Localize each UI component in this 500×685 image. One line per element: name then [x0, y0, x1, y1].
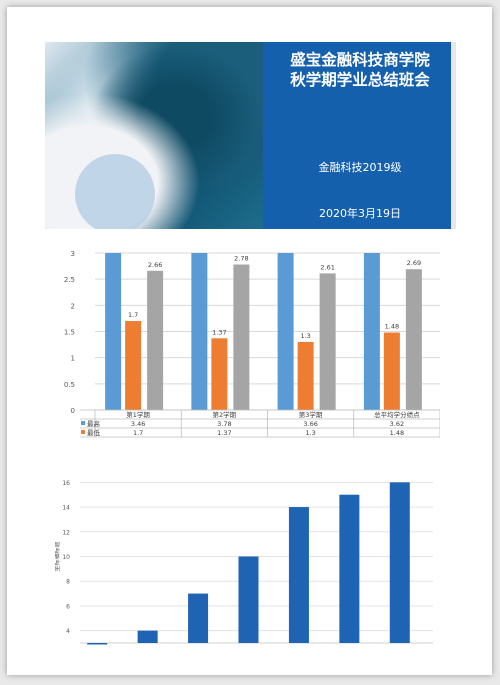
legend-label: 最低 — [87, 428, 101, 437]
y-axis-title: 坐标轴标题 — [55, 541, 61, 571]
title-panel — [263, 42, 456, 229]
x-category-label: 第2学期 — [213, 410, 237, 419]
y-tick-label: 0.5 — [64, 381, 75, 389]
bar-series3 — [147, 270, 164, 410]
y-tick-label: 2 — [71, 302, 75, 310]
bar-最低 — [211, 338, 228, 410]
slide-title: 盛宝金融科技商学院 秋学期学业总结班会 — [275, 50, 445, 90]
bar-最低 — [383, 332, 400, 410]
bar — [339, 494, 360, 643]
bar-series3 — [233, 264, 250, 410]
y-tick-label: 10 — [62, 554, 70, 561]
bar — [389, 482, 410, 643]
bar — [288, 507, 309, 643]
x-category-label: 第1学期 — [126, 410, 150, 419]
bar — [137, 630, 158, 643]
slide-title-line1: 盛宝金融科技商学院 — [290, 51, 430, 69]
gpa-bar-chart: 0 0.5 1 1.5 2 2.5 3 1.7 2.66 1.37 2.78 1.3 2.61 1.48 2… — [64, 250, 440, 438]
data-label: 2.66 — [148, 261, 162, 269]
y-tick-label: 12 — [62, 529, 70, 536]
table-value: 3.78 — [217, 420, 231, 428]
y-tick-label: 8 — [66, 579, 70, 586]
data-label: 1.7 — [128, 311, 138, 319]
bar-最高 — [191, 253, 208, 410]
y-tick-label: 2.5 — [64, 276, 75, 284]
y-tick-label: 16 — [62, 480, 70, 487]
y-tick-label: 4 — [66, 628, 70, 635]
legend-label: 最高 — [87, 419, 101, 428]
y-tick-label: 1 — [71, 355, 75, 363]
data-label: 2.69 — [407, 259, 421, 267]
bar — [188, 593, 209, 643]
slide-title-line2: 秋学期学业总结班会 — [290, 71, 430, 89]
slide-subtitle: 金融科技2019级 — [318, 161, 402, 174]
data-label: 1.3 — [300, 332, 310, 340]
slide-edge — [451, 42, 456, 229]
legend-key — [81, 430, 85, 434]
table-value: 1.48 — [390, 429, 404, 437]
bar-series3 — [405, 269, 422, 410]
table-value: 1.37 — [217, 429, 231, 437]
x-category-label: 总平均学分绩点 — [374, 410, 420, 419]
y-tick-label: 14 — [62, 505, 70, 512]
bar-最高 — [105, 253, 122, 410]
y-tick-label: 1.5 — [64, 329, 75, 337]
bar-series3 — [319, 273, 336, 410]
bar-最高 — [363, 253, 380, 410]
slide-date: 2020年3月19日 — [319, 207, 401, 220]
table-value: 3.46 — [131, 420, 145, 428]
table-value: 3.62 — [390, 420, 404, 428]
table-value: 1.3 — [305, 429, 315, 437]
data-label: 1.48 — [385, 323, 399, 331]
y-tick-label: 3 — [71, 250, 75, 258]
x-category-label: 第3学期 — [299, 410, 323, 419]
bar — [238, 556, 259, 643]
table-value: 3.66 — [303, 420, 317, 428]
data-label: 1.37 — [212, 328, 226, 336]
count-bar-chart: 4 6 8 10 12 14 16 坐标轴标题 — [55, 480, 433, 645]
table-value: 1.7 — [133, 429, 143, 437]
data-label: 2.78 — [234, 255, 248, 263]
data-label: 2.61 — [320, 263, 334, 271]
decorative-circle — [75, 154, 155, 229]
bar-最低 — [297, 341, 314, 410]
bar-最高 — [277, 253, 294, 410]
legend-key — [81, 421, 85, 425]
y-tick-label: 0 — [71, 407, 75, 415]
title-slide: 盛宝金融科技商学院 秋学期学业总结班会 金融科技2019级 2020年3月19日 — [45, 42, 456, 229]
bar-最低 — [125, 321, 142, 410]
bar — [87, 643, 108, 645]
y-tick-label: 6 — [66, 603, 70, 610]
